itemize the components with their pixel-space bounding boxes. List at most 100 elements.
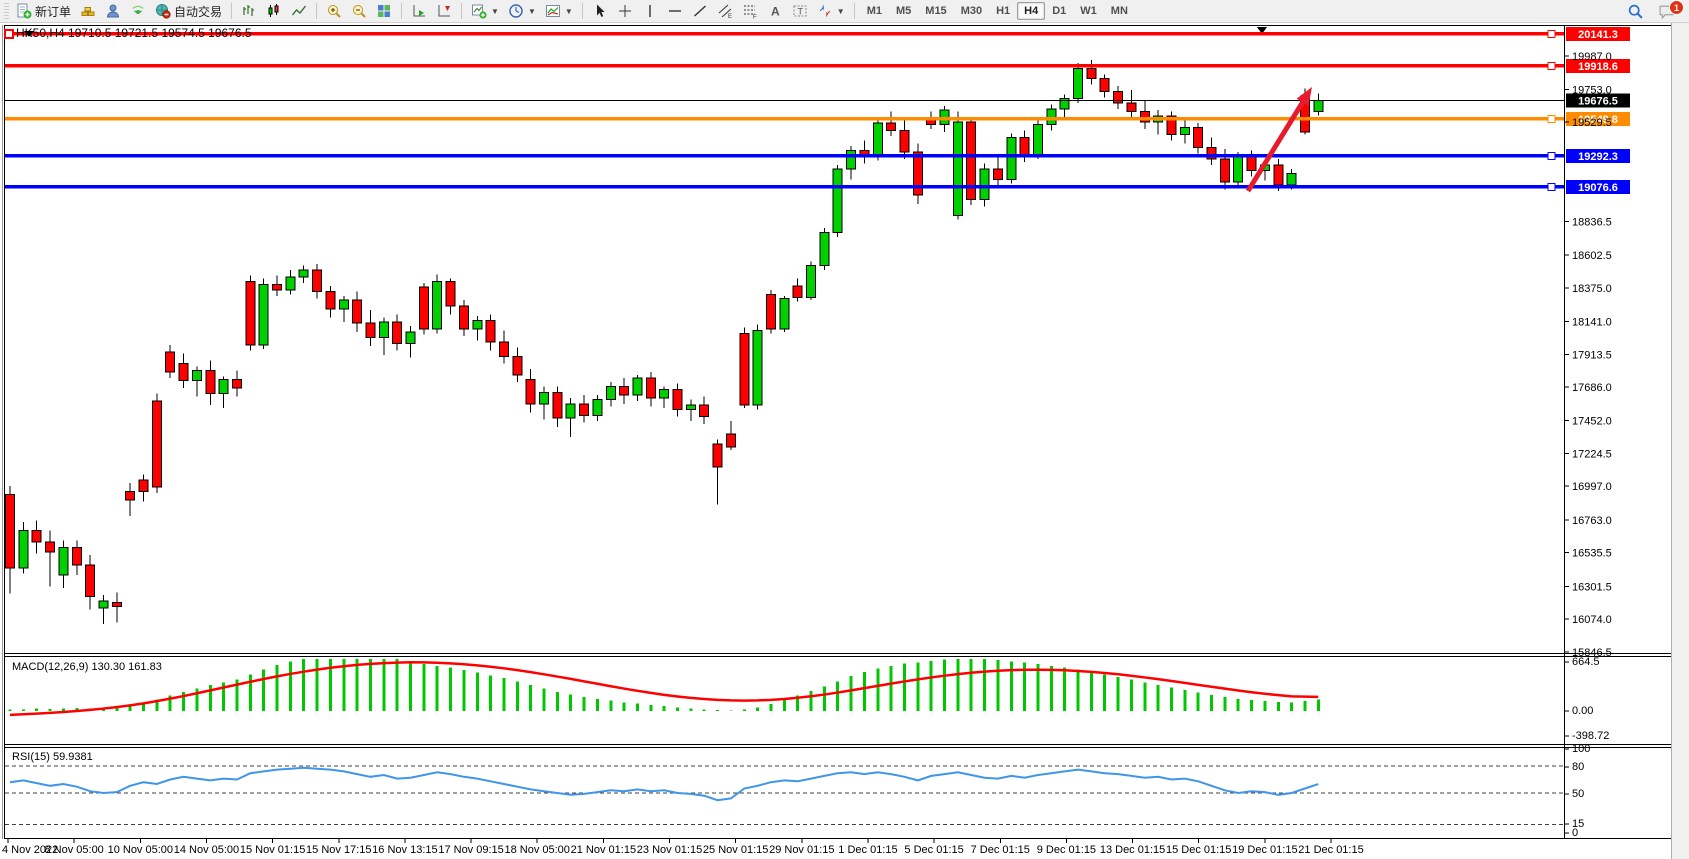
y-axis-tick-label: 16535.5 bbox=[1572, 548, 1612, 560]
text-tool-button[interactable]: A bbox=[763, 2, 787, 20]
candle bbox=[272, 283, 282, 291]
fibonacci-tool-button[interactable]: F bbox=[738, 2, 762, 20]
zoom-in-button[interactable] bbox=[322, 2, 346, 20]
timeframe-H4[interactable]: H4 bbox=[1017, 2, 1046, 20]
indicators-icon bbox=[545, 5, 560, 17]
y-axis-tick-label: 17224.5 bbox=[1572, 448, 1612, 460]
trend-arrow-head[interactable] bbox=[1296, 87, 1312, 106]
candle bbox=[312, 269, 323, 293]
channel-tool-button[interactable]: E bbox=[713, 2, 737, 20]
title-expand-icon[interactable] bbox=[24, 31, 34, 37]
bar-chart-button[interactable] bbox=[237, 2, 261, 20]
gold-button[interactable] bbox=[76, 2, 100, 20]
new-chart-button[interactable]: ▼ bbox=[467, 2, 503, 20]
notifications-button[interactable]: 1 bbox=[1654, 0, 1684, 20]
account-button[interactable] bbox=[101, 2, 125, 20]
x-axis-label: 15 Nov 01:15 bbox=[240, 844, 305, 856]
arrows-tool-button[interactable]: ▼ bbox=[813, 2, 849, 20]
price-badge-label: 19076.6 bbox=[1578, 182, 1618, 194]
candle bbox=[1286, 173, 1297, 186]
candle bbox=[1126, 102, 1137, 113]
rsi-scale-label: 50 bbox=[1572, 788, 1584, 800]
line-handle[interactable] bbox=[1547, 29, 1556, 38]
y-axis-tick-label: 18375.0 bbox=[1572, 283, 1612, 295]
x-axis-label: 29 Nov 01:15 bbox=[769, 844, 834, 856]
new-order-label: 新订单 bbox=[35, 4, 72, 19]
candlestick-chart-icon bbox=[268, 4, 279, 17]
line-handle[interactable] bbox=[4, 28, 14, 39]
candle bbox=[1019, 137, 1030, 157]
y-axis-tick-label: 19529.5 bbox=[1572, 117, 1612, 129]
timeframe-M5[interactable]: M5 bbox=[896, 5, 912, 17]
line-chart-button[interactable] bbox=[287, 2, 311, 20]
periods-button[interactable]: ▼ bbox=[504, 2, 540, 20]
candle bbox=[1246, 155, 1257, 172]
y-axis-tick-label: 15846.5 bbox=[1572, 647, 1612, 659]
candlestick-chart-button[interactable] bbox=[262, 2, 286, 20]
trend-arrow[interactable] bbox=[1245, 101, 1305, 193]
candle bbox=[111, 601, 122, 608]
candle bbox=[1193, 127, 1204, 149]
toolbar-separator bbox=[316, 3, 318, 19]
candle bbox=[632, 377, 643, 396]
chart-shift-marker-icon[interactable] bbox=[1257, 27, 1267, 34]
candle bbox=[325, 291, 336, 310]
line-handle[interactable] bbox=[1547, 61, 1556, 70]
text-label-tool-button[interactable]: T bbox=[788, 2, 812, 20]
line-handle[interactable] bbox=[1547, 114, 1556, 123]
x-axis-label: 7 Dec 01:15 bbox=[971, 844, 1030, 856]
timeframe-W1[interactable]: W1 bbox=[1080, 5, 1097, 17]
indicators-button[interactable]: ▼ bbox=[541, 2, 577, 20]
timeframe-M1[interactable]: M1 bbox=[866, 5, 882, 17]
candle bbox=[525, 378, 536, 405]
price-badge bbox=[1566, 58, 1630, 73]
candle bbox=[98, 600, 109, 609]
new-order-button[interactable]: 新订单 bbox=[12, 2, 75, 20]
y-axis-tick-label: 16074.0 bbox=[1572, 614, 1612, 626]
y-axis-tick-label: 18836.5 bbox=[1572, 217, 1612, 229]
crosshair-tool-button[interactable] bbox=[613, 2, 637, 20]
trendline-tool-button[interactable] bbox=[688, 2, 712, 20]
autotrade-button[interactable]: 自动交易 bbox=[151, 2, 226, 20]
candle bbox=[151, 400, 162, 488]
candle bbox=[498, 341, 509, 357]
line-handle[interactable] bbox=[1547, 151, 1556, 160]
timeframe-D1[interactable]: D1 bbox=[1052, 5, 1067, 17]
price-badge-label: 20141.3 bbox=[1578, 29, 1618, 41]
timeframe-group: M1 M5 M15 M30 H1 H4 D1 W1 MN bbox=[860, 2, 1135, 20]
toolbar-right-group: 1 bbox=[1623, 0, 1685, 20]
candle bbox=[285, 276, 296, 291]
timeframe-M30[interactable]: M30 bbox=[960, 5, 983, 17]
timeframe-M15[interactable]: M15 bbox=[925, 5, 947, 17]
rsi-scale-label: 80 bbox=[1572, 761, 1584, 773]
candle bbox=[806, 265, 816, 298]
cursor-tool-button[interactable] bbox=[588, 2, 612, 20]
clock-icon bbox=[509, 4, 523, 18]
search-button[interactable] bbox=[1623, 2, 1648, 20]
timeframe-MN[interactable]: MN bbox=[1110, 5, 1128, 17]
signal-icon bbox=[132, 5, 144, 14]
signal-button[interactable] bbox=[126, 2, 150, 20]
chart-shift-button[interactable] bbox=[432, 2, 456, 20]
candle bbox=[352, 299, 363, 324]
candle bbox=[952, 121, 963, 216]
candle bbox=[1059, 98, 1070, 110]
candle bbox=[1179, 127, 1190, 136]
auto-scroll-button[interactable] bbox=[407, 2, 431, 20]
vertical-line-tool-button[interactable] bbox=[638, 2, 662, 20]
line-handle[interactable] bbox=[1547, 182, 1556, 191]
dropdown-caret-icon: ▼ bbox=[564, 6, 573, 16]
candle bbox=[1073, 68, 1083, 100]
zoom-out-button[interactable] bbox=[347, 2, 371, 20]
gold-icon bbox=[81, 7, 95, 16]
timeframe-H1[interactable]: H1 bbox=[996, 5, 1011, 17]
trendline-icon bbox=[693, 5, 706, 17]
toolbar-grip[interactable] bbox=[4, 3, 9, 19]
equidistant-channel-icon: E bbox=[718, 4, 732, 19]
candle bbox=[1046, 108, 1057, 126]
tile-windows-button[interactable] bbox=[372, 2, 396, 20]
horizontal-line-tool-button[interactable] bbox=[663, 2, 687, 20]
candle bbox=[966, 121, 977, 200]
candle bbox=[405, 331, 416, 344]
candle bbox=[392, 321, 403, 344]
